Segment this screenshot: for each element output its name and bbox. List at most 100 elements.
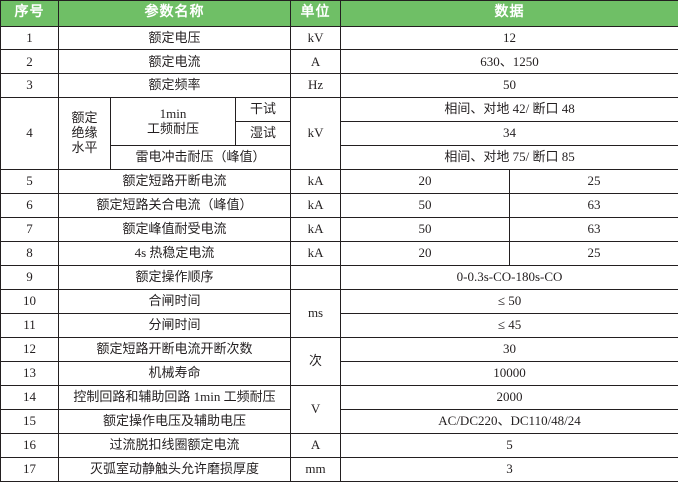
row-value-right: 63 (509, 193, 678, 219)
row-parameter-name: 控制回路和辅助回路 1min 工频耐压 (57, 385, 292, 411)
table-row-insulation-dry: 4 额定 绝缘 水平 1min 工频耐压 干试 kV 相间、对地 42/ 断口 … (0, 97, 678, 171)
row-value: 12 (340, 25, 678, 51)
table-row: 15 额定操作电压及辅助电压 AC/DC220、DC110/48/24 (0, 409, 678, 434)
header-data: 数据 (340, 0, 678, 27)
row-value: ≤ 50 (340, 289, 678, 315)
row-unit: kV (290, 25, 342, 51)
row-unit: kV (290, 97, 342, 171)
row-value: 5 (340, 432, 678, 458)
row-value: 34 (340, 121, 678, 147)
header-unit: 单位 (290, 0, 342, 27)
row-parameter-name: 额定电压 (57, 25, 292, 51)
table-row: 2 额定电流 A 630、1250 (0, 49, 678, 75)
insulation-group-label: 额定 绝缘 水平 (58, 97, 111, 171)
row-index: 14 (0, 385, 59, 411)
table-row: 12 额定短路开断电流开断次数 次 30 (0, 337, 678, 387)
row-index: 17 (0, 456, 59, 482)
row-parameter-name: 额定电流 (57, 49, 292, 75)
row-value: 2000 (340, 385, 678, 411)
row-index: 1 (0, 25, 59, 51)
table-row: 6 额定短路关合电流（峰值） kA 50 63 (0, 193, 678, 219)
row-parameter-name: 4s 热稳定电流 (57, 241, 292, 267)
table-row: 11 分闸时间 ≤ 45 (0, 313, 678, 339)
table-row: 13 机械寿命 10000 (0, 361, 678, 387)
table-row: 16 过流脱扣线圈额定电流 A 5 (0, 432, 678, 458)
row-unit: Hz (290, 73, 342, 99)
row-value: 0-0.3s-CO-180s-CO (340, 265, 678, 291)
row-parameter-name: 额定峰值耐受电流 (57, 217, 292, 243)
row-value: 相间、对地 75/ 断口 85 (340, 145, 678, 171)
row-unit: kA (290, 217, 342, 243)
insulation-label-line-1: 额定 (71, 110, 98, 126)
lightning-impulse-label: 雷电冲击耐压（峰值） (109, 145, 292, 171)
row-index: 5 (0, 169, 59, 195)
row-index: 7 (0, 217, 59, 243)
pfw-label-line-2: 工频耐压 (146, 120, 199, 136)
row-index: 13 (0, 361, 59, 387)
header-parameter-name: 参数名称 (57, 0, 292, 27)
header-index: 序号 (0, 0, 59, 27)
row-unit (290, 265, 342, 291)
row-unit: 次 (290, 337, 342, 387)
table-row: 1 额定电压 kV 12 (0, 25, 678, 51)
row-value: 30 (340, 337, 678, 363)
row-index: 10 (0, 289, 59, 315)
row-parameter-name: 额定频率 (57, 73, 292, 99)
row-parameter-name: 额定短路关合电流（峰值） (57, 193, 292, 219)
wet-test-label: 湿试 (234, 121, 292, 147)
row-value: 50 (340, 73, 678, 99)
power-frequency-withstand-label: 1min 工频耐压 (110, 97, 236, 147)
row-unit: mm (290, 456, 342, 482)
row-index: 9 (0, 265, 59, 291)
insulation-label-line-2: 绝缘 (71, 125, 98, 141)
table-row: 14 控制回路和辅助回路 1min 工频耐压 V 2000 (0, 385, 678, 434)
pfw-label-line-1: 1min (159, 105, 187, 121)
row-index: 4 (0, 97, 59, 171)
row-parameter-name: 额定短路开断电流 (57, 169, 292, 195)
row-value-left: 50 (340, 217, 511, 243)
row-value-right: 25 (509, 241, 678, 267)
row-value: 相间、对地 42/ 断口 48 (340, 97, 678, 123)
table-row: 3 额定频率 Hz 50 (0, 73, 678, 99)
row-index: 15 (0, 409, 59, 434)
row-value-left: 20 (340, 241, 511, 267)
row-value-left: 20 (340, 169, 511, 195)
row-unit: kA (290, 241, 342, 267)
table-row: 10 合闸时间 ms ≤ 50 (0, 289, 678, 339)
row-index: 6 (0, 193, 59, 219)
row-index: 8 (0, 241, 59, 267)
table-header-row: 序号 参数名称 单位 数据 (0, 0, 678, 27)
row-index: 12 (0, 337, 59, 363)
row-parameter-name: 额定短路开断电流开断次数 (57, 337, 292, 363)
row-unit: kA (290, 193, 342, 219)
row-parameter-name: 灭弧室动静触头允许磨损厚度 (57, 456, 292, 482)
row-unit: kA (290, 169, 342, 195)
row-parameter-name: 额定操作顺序 (57, 265, 292, 291)
row-index: 16 (0, 432, 59, 458)
row-value-right: 63 (509, 217, 678, 243)
insulation-label-line-3: 水平 (71, 140, 98, 156)
table-row: 5 额定短路开断电流 kA 20 25 (0, 169, 678, 195)
row-parameter-name: 过流脱扣线圈额定电流 (57, 432, 292, 458)
row-value: 3 (340, 456, 678, 482)
row-unit: ms (290, 289, 342, 339)
row-value: ≤ 45 (340, 313, 678, 339)
table-row: 9 额定操作顺序 0-0.3s-CO-180s-CO (0, 265, 678, 291)
table-row: 17 灭弧室动静触头允许磨损厚度 mm 3 (0, 456, 678, 482)
row-value: 630、1250 (340, 49, 678, 75)
row-index: 11 (0, 313, 59, 339)
dry-test-label: 干试 (234, 97, 292, 123)
table-row: 7 额定峰值耐受电流 kA 50 63 (0, 217, 678, 243)
row-value-left: 50 (340, 193, 511, 219)
row-unit: A (290, 432, 342, 458)
row-value: 10000 (340, 361, 678, 387)
table-row: 8 4s 热稳定电流 kA 20 25 (0, 241, 678, 267)
row-index: 3 (0, 73, 59, 99)
row-unit: A (290, 49, 342, 75)
row-parameter-name: 机械寿命 (57, 361, 292, 387)
row-parameter-name: 分闸时间 (57, 313, 292, 339)
row-index: 2 (0, 49, 59, 75)
row-parameter-name: 额定操作电压及辅助电压 (57, 409, 292, 434)
row-parameter-name: 合闸时间 (57, 289, 292, 315)
